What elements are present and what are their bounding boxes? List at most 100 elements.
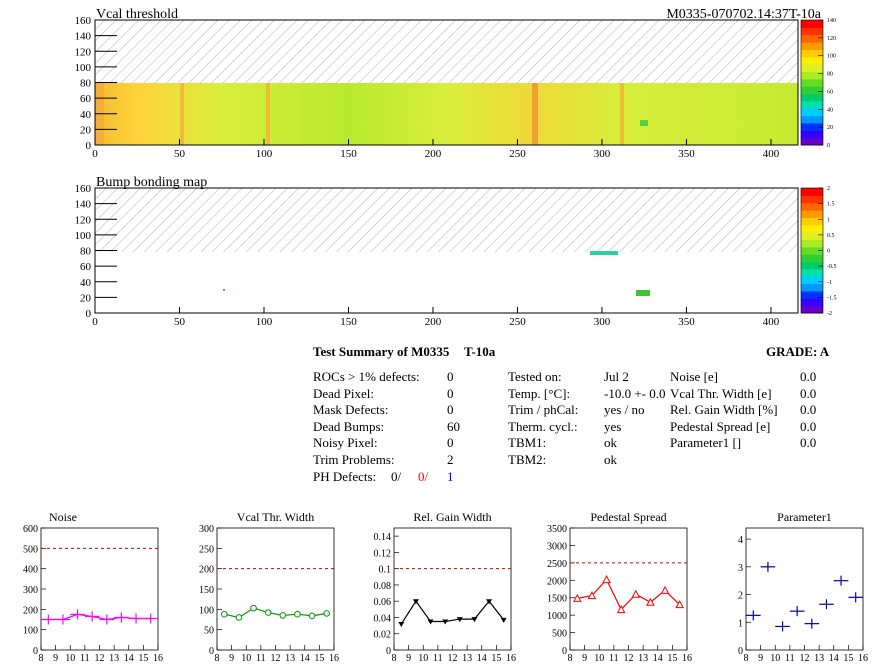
palette-swatch [801,232,823,240]
data-point [631,589,641,598]
y-tick-label: 400 [23,565,38,576]
y-tick-label: 50 [204,626,214,637]
y-tick-label: 300 [23,585,38,596]
x-tick-label: 11 [433,653,443,664]
palette-swatch [801,71,823,80]
data-point [500,617,507,623]
summary-row-label: Dead Bumps: [313,418,385,434]
summary-row-value: 0.0 [800,402,817,417]
ph-defects-value-2: 0/ [418,469,429,484]
y-tick-label: 1000 [547,611,567,622]
y-tick-label: 0 [86,308,92,320]
data-point [235,614,243,621]
summary-title: Test Summary of M0335 [313,344,450,359]
summary-row-label: TBM2: [508,451,547,467]
data-point [587,591,597,600]
y-tick-label: 140 [75,199,92,211]
x-tick-label: 300 [594,316,611,328]
palette-swatch [801,34,823,43]
grade-label: GRADE: A [766,344,830,359]
data-point [279,612,287,619]
y-tick-label: 200 [199,565,214,576]
y-tick-label: 1500 [547,594,567,605]
x-tick-label: 11 [256,653,266,664]
y-tick-label: 100 [75,230,92,242]
palette-tick-label: 120 [827,36,836,42]
x-tick-label: 200 [425,148,442,160]
map1-hot-column [180,83,184,145]
ph-defects-label: PH Defects: [313,469,377,484]
x-tick-label: 13 [109,653,119,664]
map1-heatmap-fill [95,83,798,145]
trend-plot-pedestal-spread: Pedestal Spread 8 9 10 11 12 13 14 15 16 0 500 1000 1… [547,510,692,664]
palette-swatch [801,122,823,131]
summary-row-value: -10.0 +- 0.0 [604,385,666,401]
data-point [323,610,330,617]
summary-row-value: ok [604,451,617,467]
y-tick-label: 600 [23,524,38,535]
y-tick-label: 140 [75,31,92,43]
x-tick-label: 150 [340,316,357,328]
module-id-label: M0335-070702.14:37T-10a [666,7,821,22]
palette-tick-label: 1.5 [827,202,835,208]
palette-swatch [801,100,823,109]
y-tick-label: 120 [75,46,92,58]
palette-swatch [801,290,823,299]
x-tick-label: 12 [271,653,281,664]
x-tick-label: 14 [653,653,663,664]
plot-title: Vcal Thr. Width [237,510,314,524]
summary-row-value: 0.0 [800,418,817,434]
y-tick-label: 4 [738,535,743,546]
summary-row-value: 0.0 [800,369,817,384]
data-point [412,599,419,605]
map1-cluster [640,120,648,126]
map1-hot-column [266,83,270,145]
y-tick-label: 20 [80,292,92,304]
data-point [646,597,655,606]
palette-swatch [801,137,823,146]
x-tick-label: 100 [256,316,273,328]
data-point [616,605,626,614]
summary-row-label: Rel. Gain Width [%] [670,402,778,417]
y-tick-label: 3000 [547,541,567,552]
palette-tick-label: 140 [827,18,836,24]
x-tick-label: 11 [80,653,90,664]
palette-swatch [801,115,823,124]
x-tick-label: 10 [65,653,75,664]
palette-swatch [801,188,823,196]
y-tick-label: 0.14 [374,532,392,543]
series-line [400,600,505,625]
palette-tick-label: 0 [827,143,830,149]
map1-hot-column [532,83,538,145]
y-tick-label: 60 [80,261,92,273]
x-tick-label: 15 [667,653,677,664]
palette-frame [800,19,824,146]
palette-swatch [801,217,823,226]
y-tick-label: 500 [552,629,567,640]
plot-title: Noise [49,510,77,524]
y-tick-label: 40 [80,277,92,289]
summary-row-label: Noise [e] [670,369,719,384]
data-point [486,599,493,605]
data-point [294,610,301,618]
y-tick-label: 0.06 [374,597,392,608]
x-tick-label: 9 [758,653,763,664]
plot-title: Parameter1 [777,510,832,524]
x-tick-label: 250 [509,316,526,328]
summary-row-value: 0.0 [800,435,817,450]
plot-frame [393,527,512,651]
palette-swatch [801,305,823,314]
y-tick-label: 80 [80,78,92,90]
y-tick-label: 0.08 [374,581,392,592]
plot-frame [216,527,335,651]
y-tick-label: 0 [33,646,38,657]
summary-row-label: Mask Defects: [313,402,389,417]
trend-plot-noise: Noise 8 9 10 11 12 13 14 15 16 0 100 200 300 400 500 600 [23,510,163,664]
palette-swatch [801,224,823,233]
y-tick-label: 120 [75,214,92,226]
y-tick-label: 2500 [547,559,567,570]
palette-tick-label: -1.5 [827,295,837,301]
y-tick-label: 100 [75,62,92,74]
